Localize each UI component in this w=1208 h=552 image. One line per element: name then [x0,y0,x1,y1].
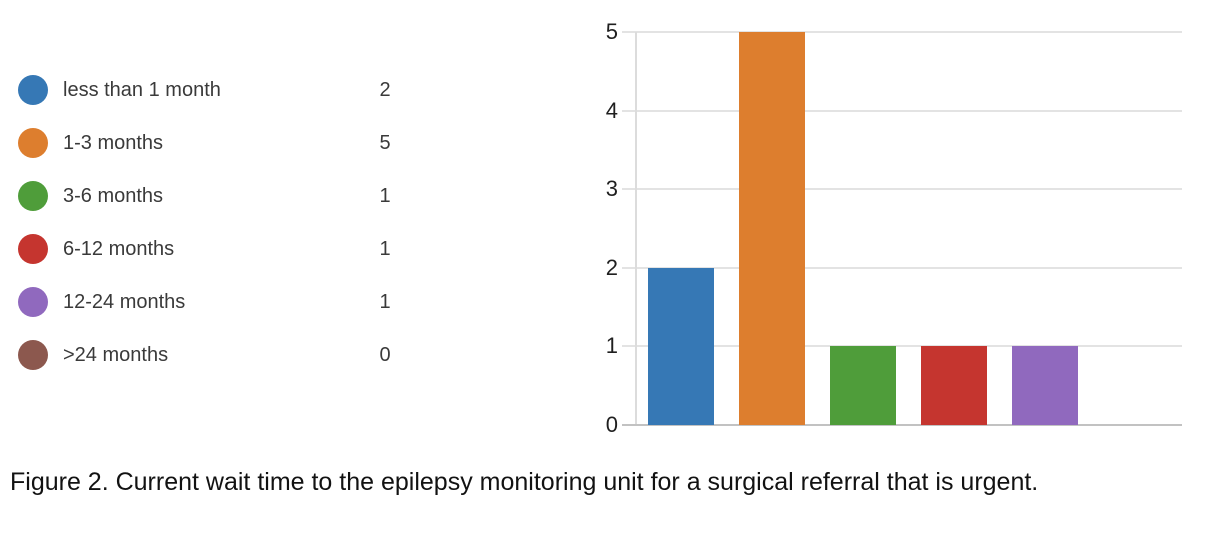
gridline-y1 [622,345,1182,348]
legend-item-label: 3-6 months [63,185,164,207]
bar-1-3-months [738,32,805,425]
legend-color-dot-icon [18,340,48,370]
legend-item-label: 1-3 months [63,132,164,154]
y-axis-tick-label: 5 [605,19,618,44]
legend-row: >24 months 0 [0,340,450,370]
legend-row: less than 1 month 2 [0,75,450,105]
legend-item-count: 1 [379,185,391,207]
gridline-y5 [622,31,1182,33]
x-axis-baseline [622,424,1182,426]
legend-item-label: >24 months [63,344,169,366]
legend-item-count: 5 [379,132,391,154]
y-axis-tick-label: 4 [605,97,618,123]
bar-6-12-months [921,346,988,425]
legend-item-count: 1 [379,291,391,313]
legend-item-count: 2 [379,79,391,101]
legend-item-count: 0 [379,344,391,366]
legend-item-count: 1 [379,238,391,260]
legend-item-label: 6-12 months [63,238,175,260]
legend-row: 6-12 months 1 [0,234,450,264]
bar-12-24-months [1012,346,1079,425]
legend-color-dot-icon [18,234,48,264]
gridline-y4 [622,109,1182,112]
y-axis-tick-label: 3 [605,176,618,202]
legend-item-label: 12-24 months [63,291,186,313]
chart-legend: less than 1 month 2 1-3 months 5 3-6 months 1… [0,0,450,400]
y-axis-tick-label: 2 [605,254,618,280]
y-axis-tick-label: 1 [605,333,618,359]
bar-3-6-months [829,346,896,425]
gridline-y3 [622,188,1182,191]
legend-color-dot-icon [18,287,48,317]
legend-color-dot-icon [18,128,48,158]
legend-row: 12-24 months 1 [0,287,450,317]
legend-color-dot-icon [18,75,48,105]
y-axis-line [635,32,637,425]
plot-area: 0 1 2 3 4 5 [606,19,1182,437]
gridline-y2 [622,266,1182,269]
figure-caption: Figure 2. Current wait time to the epile… [10,468,1039,496]
y-axis-tick-label: 0 [605,412,618,437]
legend-item-label: less than 1 month [63,79,221,101]
legend-row: 1-3 months 5 [0,128,450,158]
legend-color-dot-icon [18,181,48,211]
bar-less-than-1-month [647,267,714,425]
legend-row: 3-6 months 1 [0,181,450,211]
